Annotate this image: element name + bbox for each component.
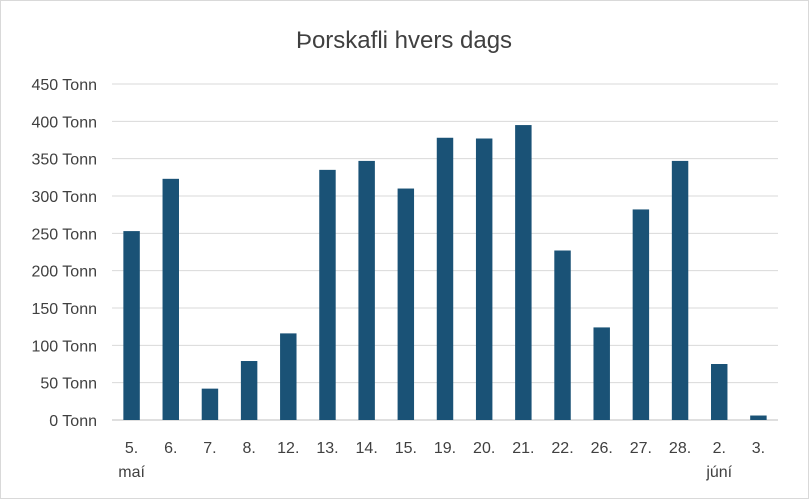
bar bbox=[201, 388, 219, 420]
x-tick-label: 2. bbox=[713, 440, 726, 457]
bar bbox=[162, 178, 179, 420]
x-tick-label: 22. bbox=[551, 440, 573, 457]
x-tick-label: 5. bbox=[125, 440, 138, 457]
y-tick-label: 200 Tonn bbox=[31, 264, 97, 281]
x-axis-ticks: 5. 6. 7. 8. 12. 13. 14. 15. 19. 20. 21. 22. 26. 27. 28… bbox=[118, 440, 765, 481]
y-tick-label: 450 Tonn bbox=[31, 77, 97, 94]
x-tick-label: 19. bbox=[434, 440, 456, 457]
x-tick-label: 28. bbox=[669, 440, 691, 457]
bar bbox=[358, 160, 375, 420]
bar bbox=[515, 125, 532, 421]
x-tick-label: 27. bbox=[630, 440, 652, 457]
y-tick-label: 250 Tonn bbox=[31, 226, 97, 243]
bar bbox=[711, 364, 728, 420]
bar bbox=[554, 250, 571, 420]
x-tick-label: 12. bbox=[277, 440, 299, 457]
x-tick-label: 20. bbox=[473, 440, 495, 457]
bar bbox=[240, 361, 258, 420]
x-group-label: júní bbox=[705, 464, 732, 481]
x-tick-label: 14. bbox=[356, 440, 378, 457]
bar bbox=[632, 209, 650, 420]
x-tick-label: 15. bbox=[395, 440, 417, 457]
bar bbox=[475, 138, 493, 421]
x-tick-label: 21. bbox=[512, 440, 534, 457]
bar bbox=[671, 160, 689, 420]
x-tick-label: 26. bbox=[591, 440, 613, 457]
y-tick-label: 150 Tonn bbox=[31, 301, 97, 318]
x-tick-label: 7. bbox=[203, 440, 216, 457]
bar bbox=[123, 231, 140, 420]
gridlines bbox=[112, 83, 778, 421]
y-tick-label: 300 Tonn bbox=[31, 189, 97, 206]
x-tick-label: 13. bbox=[316, 440, 338, 457]
y-tick-label: 400 Tonn bbox=[31, 114, 97, 131]
bar bbox=[593, 327, 610, 420]
y-tick-label: 50 Tonn bbox=[40, 376, 97, 393]
bar bbox=[397, 188, 415, 420]
chart-title: Þorskafli hvers dags bbox=[296, 27, 512, 54]
bar bbox=[436, 137, 454, 420]
x-tick-label: 6. bbox=[164, 440, 177, 457]
y-tick-label: 0 Tonn bbox=[49, 413, 97, 430]
bar bbox=[750, 415, 767, 420]
bars bbox=[123, 125, 767, 421]
bar bbox=[280, 333, 297, 420]
x-tick-label: 3. bbox=[752, 440, 765, 457]
y-axis-ticks: 0 Tonn 50 Tonn 100 Tonn 150 Tonn 200 Tonn 250… bbox=[31, 77, 97, 430]
y-tick-label: 350 Tonn bbox=[31, 152, 97, 169]
bar bbox=[319, 169, 336, 420]
x-group-label: maí bbox=[118, 464, 145, 481]
y-tick-label: 100 Tonn bbox=[31, 338, 97, 355]
x-tick-label: 8. bbox=[242, 440, 255, 457]
